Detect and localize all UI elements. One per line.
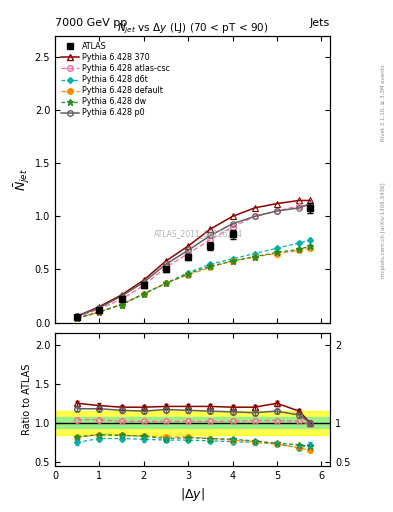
Text: Jets: Jets <box>310 18 330 28</box>
Text: 7000 GeV pp: 7000 GeV pp <box>55 18 127 28</box>
Y-axis label: $\bar{N}_{jet}$: $\bar{N}_{jet}$ <box>12 168 32 190</box>
X-axis label: $|\Delta y|$: $|\Delta y|$ <box>180 486 205 503</box>
Y-axis label: Ratio to ATLAS: Ratio to ATLAS <box>22 364 32 435</box>
Title: $N_{jet}$ vs $\Delta y$ (LJ) (70 < pT < 90): $N_{jet}$ vs $\Delta y$ (LJ) (70 < pT < … <box>117 22 268 36</box>
Text: Rivet 3.1.10, ≥ 3.3M events: Rivet 3.1.10, ≥ 3.3M events <box>381 64 386 141</box>
Text: ATLAS_2011_S9126244: ATLAS_2011_S9126244 <box>154 229 242 239</box>
Text: mcplots.cern.ch [arXiv:1306.3436]: mcplots.cern.ch [arXiv:1306.3436] <box>381 183 386 278</box>
Legend: ATLAS, Pythia 6.428 370, Pythia 6.428 atlas-csc, Pythia 6.428 d6t, Pythia 6.428 : ATLAS, Pythia 6.428 370, Pythia 6.428 at… <box>59 40 173 120</box>
